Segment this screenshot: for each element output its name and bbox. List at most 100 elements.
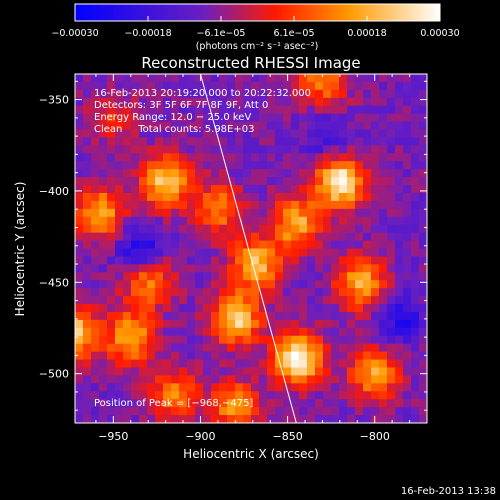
heatmap-cell [75, 319, 84, 329]
heatmap-cell [91, 121, 100, 131]
heatmap-cell [315, 153, 324, 162]
heatmap-cell [299, 232, 308, 242]
heatmap-cell [347, 367, 356, 377]
heatmap-cell [99, 137, 108, 146]
heatmap-cell [107, 335, 116, 345]
heatmap-cell [395, 97, 404, 107]
heatmap-cell [171, 161, 180, 170]
heatmap-cell [363, 105, 372, 115]
heatmap-cell [179, 145, 188, 154]
heatmap-cell [75, 89, 84, 99]
heatmap-cell [379, 375, 388, 384]
heatmap-cell [419, 240, 427, 250]
heatmap-cell [115, 192, 124, 202]
heatmap-cell [83, 296, 92, 305]
heatmap-cell [419, 81, 427, 91]
heatmap-cell [379, 74, 388, 83]
heatmap-cell [83, 97, 92, 107]
heatmap-cell [203, 248, 212, 258]
heatmap-cell [107, 256, 116, 265]
heatmap-cell [131, 407, 140, 416]
heatmap-cell [411, 359, 420, 369]
heatmap-cell [91, 248, 100, 258]
heatmap-cell [179, 89, 188, 99]
heatmap-cell [259, 359, 268, 369]
heatmap-cell [395, 89, 404, 99]
heatmap-cell [219, 335, 228, 345]
heatmap-cell [211, 232, 220, 242]
heatmap-cell [259, 391, 268, 400]
heatmap-cell [291, 113, 300, 123]
heatmap-cell [251, 256, 260, 265]
heatmap-cell [163, 375, 172, 384]
heatmap-cell [131, 280, 140, 289]
heatmap-cell [275, 177, 284, 186]
heatmap-cell [291, 280, 300, 289]
heatmap-cell [403, 359, 412, 369]
heatmap-cell [259, 351, 268, 361]
heatmap-cell [379, 391, 388, 400]
heatmap-cell [91, 145, 100, 154]
heatmap-cell [227, 272, 236, 281]
heatmap-cell [363, 161, 372, 170]
heatmap-cell [411, 137, 420, 146]
heatmap-cell [259, 105, 268, 115]
heatmap-cell [219, 272, 228, 281]
heatmap-cell [283, 272, 292, 281]
heatmap-cell [363, 415, 372, 423]
heatmap-cell [363, 272, 372, 281]
heatmap-cell [371, 137, 380, 146]
heatmap-cell [91, 407, 100, 416]
heatmap-cell [211, 216, 220, 226]
heatmap-cell [403, 319, 412, 329]
heatmap-cell [355, 169, 364, 178]
heatmap-cell [91, 169, 100, 178]
heatmap-cell [75, 399, 84, 408]
heatmap-cell [211, 177, 220, 186]
heatmap-cell [107, 367, 116, 377]
heatmap-cell [379, 216, 388, 226]
heatmap-cell [347, 113, 356, 123]
heatmap-cell [243, 224, 252, 234]
heatmap-cell [147, 359, 156, 369]
heatmap-cell [75, 240, 84, 250]
heatmap-cell [283, 137, 292, 146]
heatmap-cell [387, 129, 396, 139]
heatmap-cell [347, 375, 356, 384]
heatmap-cell [339, 343, 348, 353]
heatmap-cell [307, 415, 316, 423]
heatmap-cell [91, 74, 100, 83]
heatmap-cell [195, 81, 204, 91]
heatmap-cell [179, 335, 188, 345]
heatmap-cell [339, 375, 348, 384]
heatmap-cell [355, 113, 364, 123]
heatmap-cell [243, 185, 252, 194]
heatmap-cell [403, 280, 412, 289]
heatmap-cell [323, 407, 332, 416]
heatmap-cell [99, 161, 108, 170]
heatmap-cell [315, 248, 324, 258]
heatmap-cell [227, 407, 236, 416]
heatmap-cell [307, 232, 316, 242]
heatmap-cell [411, 415, 420, 423]
heatmap-cell [99, 248, 108, 258]
heatmap-cell [387, 185, 396, 194]
heatmap-cell [315, 367, 324, 377]
heatmap-cell [99, 121, 108, 131]
heatmap-cell [107, 145, 116, 154]
heatmap-cell [379, 192, 388, 202]
heatmap-cell [171, 153, 180, 162]
heatmap-cell [339, 391, 348, 400]
heatmap-cell [315, 224, 324, 234]
heatmap-cell [323, 137, 332, 146]
heatmap-cell [179, 319, 188, 329]
heatmap-cell [363, 208, 372, 218]
heatmap-cell [155, 137, 164, 146]
heatmap-cell [155, 288, 164, 297]
heatmap-cell [195, 288, 204, 297]
heatmap-cell [291, 288, 300, 297]
heatmap-cell [371, 280, 380, 289]
heatmap-cell [235, 208, 244, 218]
heatmap-cell [259, 383, 268, 392]
heatmap-cell [115, 145, 124, 154]
